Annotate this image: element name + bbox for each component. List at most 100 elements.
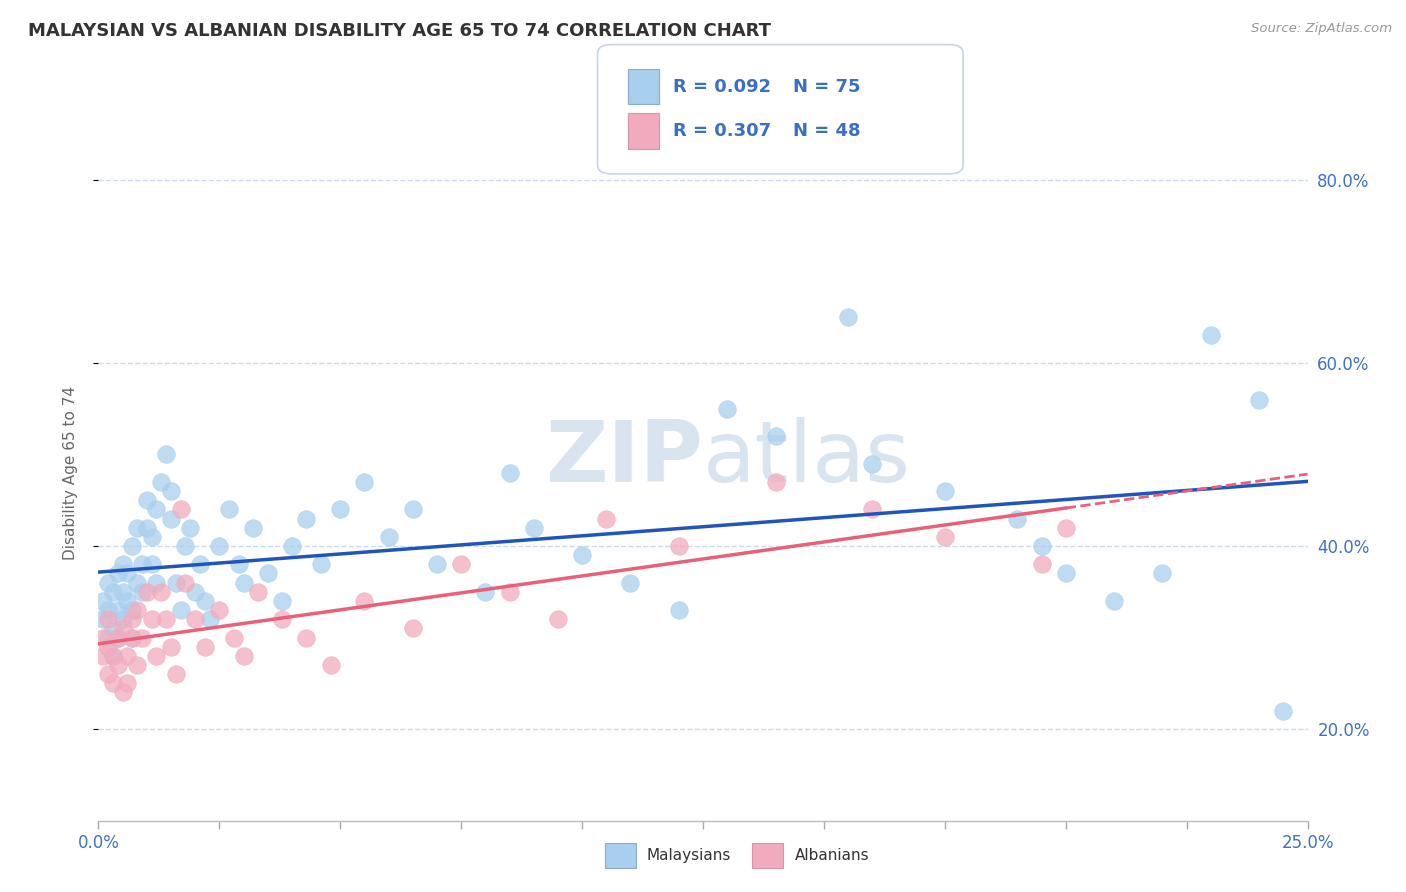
Point (117, 648, 139, 663)
Point (165, 575, 187, 590)
Text: N = 75: N = 75 (793, 78, 860, 95)
Text: R = 0.307: R = 0.307 (673, 122, 772, 140)
Point (160, 484, 183, 499)
Point (242, 521, 264, 535)
Point (194, 594, 217, 608)
Y-axis label: Disability Age 65 to 74: Disability Age 65 to 74 (63, 385, 77, 560)
Point (174, 575, 197, 590)
Point (131, 631, 153, 645)
Point (860, 502, 883, 516)
Text: Albanians: Albanians (794, 848, 869, 863)
Point (353, 475, 375, 489)
Point (135, 584, 157, 599)
Point (450, 558, 472, 572)
Point (174, 539, 197, 553)
Point (295, 511, 318, 525)
Point (91, 631, 114, 645)
Point (498, 466, 520, 480)
Point (91, 612, 114, 626)
Point (208, 603, 231, 617)
Point (160, 640, 183, 654)
Point (97, 631, 120, 645)
Point (523, 521, 546, 535)
Point (107, 603, 129, 617)
Point (232, 648, 254, 663)
Point (169, 603, 191, 617)
Point (184, 612, 207, 626)
Point (198, 612, 221, 626)
Point (101, 584, 124, 599)
Point (208, 539, 231, 553)
Point (97, 612, 120, 626)
Point (97, 667, 120, 681)
Point (1054, 521, 1077, 535)
Point (271, 612, 294, 626)
Point (101, 676, 124, 690)
Point (329, 502, 352, 516)
Text: MALAYSIAN VS ALBANIAN DISABILITY AGE 65 TO 74 CORRELATION CHART: MALAYSIAN VS ALBANIAN DISABILITY AGE 65 … (28, 22, 770, 40)
Point (860, 457, 883, 471)
Point (145, 502, 167, 516)
Point (1007, 511, 1029, 525)
Point (107, 631, 129, 645)
Point (160, 511, 183, 525)
Point (127, 658, 149, 673)
Point (131, 558, 153, 572)
Point (295, 631, 318, 645)
Point (498, 584, 520, 599)
Point (256, 566, 278, 581)
Point (426, 558, 449, 572)
Text: Malaysians: Malaysians (647, 848, 731, 863)
Point (1199, 328, 1222, 343)
Point (127, 575, 149, 590)
Point (141, 558, 163, 572)
Point (111, 612, 134, 626)
Point (716, 401, 738, 416)
Point (595, 511, 617, 525)
Point (101, 648, 124, 663)
Point (131, 584, 153, 599)
Point (1152, 566, 1174, 581)
Point (571, 548, 593, 562)
Point (121, 603, 143, 617)
Point (1249, 392, 1271, 407)
Point (111, 584, 134, 599)
Text: ZIP: ZIP (546, 417, 703, 500)
Point (91, 648, 114, 663)
Point (319, 658, 342, 673)
Point (353, 594, 375, 608)
Point (141, 530, 163, 544)
Text: R = 0.092: R = 0.092 (673, 78, 772, 95)
Text: N = 48: N = 48 (793, 122, 860, 140)
Point (1031, 558, 1053, 572)
Point (934, 530, 956, 544)
Point (141, 612, 163, 626)
Point (111, 685, 134, 699)
Point (121, 612, 143, 626)
Point (194, 640, 217, 654)
Point (169, 502, 191, 516)
Point (97, 575, 120, 590)
Point (155, 447, 177, 461)
Point (111, 621, 134, 635)
Point (402, 502, 425, 516)
Point (101, 648, 124, 663)
Point (668, 603, 690, 617)
Point (188, 558, 211, 572)
Point (91, 594, 114, 608)
Point (547, 612, 569, 626)
Point (179, 521, 201, 535)
Point (1102, 594, 1125, 608)
Point (247, 584, 270, 599)
Point (150, 584, 173, 599)
Point (271, 594, 294, 608)
Point (121, 631, 143, 645)
Point (121, 631, 143, 645)
Point (117, 566, 139, 581)
Point (377, 530, 399, 544)
Point (1031, 539, 1053, 553)
Point (228, 558, 250, 572)
Point (765, 429, 787, 443)
Point (117, 676, 139, 690)
Point (111, 558, 134, 572)
